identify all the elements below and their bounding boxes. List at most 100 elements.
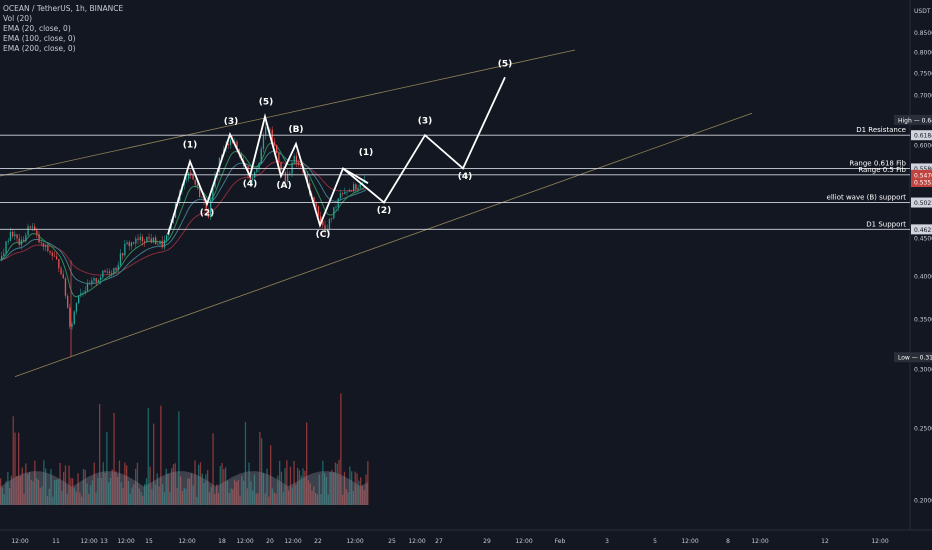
volume-bar	[297, 468, 299, 505]
wave-label: (1)	[183, 141, 198, 151]
volume-bar	[172, 464, 175, 505]
candle-body	[201, 196, 203, 198]
candle-body	[7, 240, 9, 242]
volume-bar	[70, 478, 72, 505]
volume-bar	[273, 492, 275, 505]
candle-body	[130, 242, 133, 247]
candle-body	[69, 307, 71, 327]
volume-bar	[129, 493, 131, 505]
level-label: D1 Resistance	[856, 126, 906, 134]
x-tick-label: 18	[218, 538, 226, 545]
volume-bar	[180, 476, 182, 505]
candle-body	[135, 238, 137, 244]
volume-bar	[360, 477, 362, 505]
volume-bar	[84, 469, 86, 505]
volume-bar	[316, 494, 319, 505]
volume-bar	[122, 488, 124, 505]
candle-body	[276, 144, 278, 154]
volume-bar	[230, 488, 232, 505]
candle-body	[163, 240, 166, 248]
volume-bar	[210, 487, 212, 505]
volume-bar	[43, 460, 45, 505]
volume-bar	[37, 479, 40, 505]
volume-bar	[221, 463, 223, 505]
volume-bar	[99, 404, 101, 505]
x-tick-label: 12:00	[515, 538, 532, 545]
volume-bar	[358, 480, 360, 505]
volume-bar	[127, 481, 130, 505]
candle-body	[78, 295, 80, 304]
candle-body	[287, 173, 289, 182]
volume-bar	[154, 484, 157, 505]
volume-bar	[212, 433, 214, 505]
volume-bar	[28, 472, 31, 505]
candle-body	[126, 242, 128, 244]
volume-bar	[68, 465, 70, 505]
chart-legend: OCEAN / TetherUS, 1h, BINANCE Vol (20) E…	[3, 4, 123, 54]
volume-bar	[345, 488, 347, 505]
x-tick-label: 27	[435, 538, 443, 545]
candle-body	[203, 197, 205, 201]
x-tick-label: 12:00	[117, 538, 134, 545]
volume-bar	[196, 496, 198, 505]
level-price-tag	[911, 197, 932, 208]
volume-bar	[275, 493, 277, 505]
volume-bar	[0, 478, 2, 505]
volume-bar	[352, 490, 355, 505]
candle-body	[185, 178, 188, 180]
volume-bar	[192, 485, 194, 505]
last-price-tag	[911, 177, 932, 188]
wave-label: (5)	[259, 98, 274, 108]
candle-body	[58, 259, 60, 269]
volume-bar	[115, 471, 117, 505]
wave-label: (3)	[224, 117, 239, 127]
candle-body	[91, 280, 93, 284]
volume-bar	[34, 460, 36, 505]
volume-bar	[289, 466, 292, 505]
candle-body	[320, 216, 322, 222]
candle-body	[159, 240, 161, 244]
volume-bar	[255, 493, 257, 505]
candle-body	[265, 126, 267, 136]
volume-bar	[185, 488, 187, 505]
candle-body	[29, 226, 31, 228]
currency-label: USDT	[914, 8, 931, 15]
candle-body	[346, 191, 348, 193]
volume-bar	[235, 481, 238, 505]
x-tick-label: 12:00	[284, 538, 301, 545]
candle-body	[313, 197, 315, 202]
volume-bar	[217, 493, 220, 505]
x-tick-label: 3	[605, 538, 609, 545]
legend-ema200: EMA (200, close, 0)	[3, 44, 76, 53]
volume-bar	[246, 488, 248, 505]
volume-bar	[102, 462, 104, 505]
volume-bar	[52, 496, 54, 505]
volume-bar	[27, 474, 29, 505]
candle-body	[190, 172, 192, 175]
volume-bar	[66, 493, 68, 505]
volume-bar	[14, 432, 16, 505]
volume-bar	[325, 476, 328, 505]
volume-bar	[30, 479, 32, 505]
volume-bar	[288, 490, 290, 505]
volume-bar	[243, 480, 245, 505]
volume-bar	[109, 477, 112, 505]
wave-label: (5)	[498, 59, 513, 69]
wave-label: (2)	[200, 209, 215, 219]
candle-body	[284, 171, 287, 182]
volume-bar	[351, 471, 353, 505]
ema200-line	[0, 161, 367, 276]
volume-bar	[118, 460, 121, 505]
volume-bar	[131, 487, 133, 505]
x-tick-label: 8	[726, 538, 730, 545]
candle-body	[210, 200, 212, 218]
candle-body	[75, 303, 78, 312]
volume-bar	[313, 486, 315, 505]
volume-bar	[248, 462, 250, 505]
candle-body	[45, 245, 47, 247]
candle-body	[5, 241, 7, 254]
legend-vol: Vol (20)	[3, 14, 33, 23]
candle-body	[102, 270, 104, 278]
volume-bar	[149, 466, 151, 505]
